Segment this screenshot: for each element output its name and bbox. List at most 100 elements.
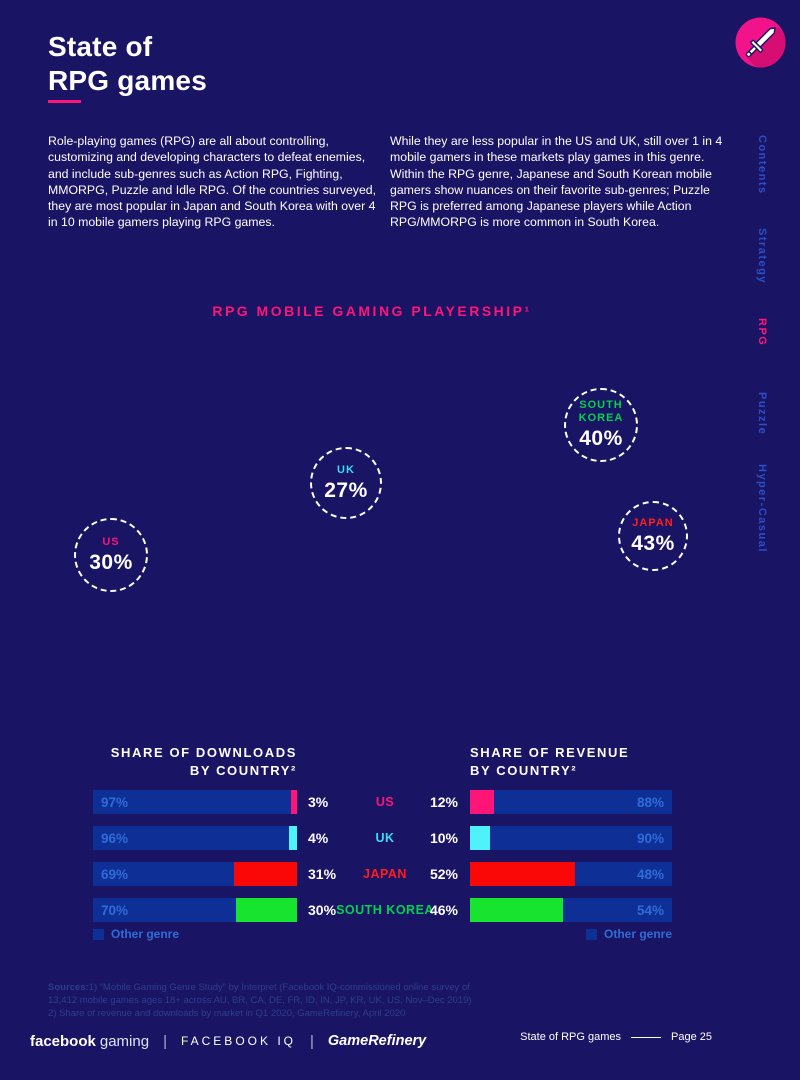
sidebar-item-rpg[interactable]: RPG xyxy=(756,318,768,347)
downloads-other-genre-segment: 96% xyxy=(93,826,289,850)
downloads-rpg-pct: 3% xyxy=(308,794,329,810)
downloads-rpg-segment xyxy=(290,790,297,814)
sources-label: Sources: xyxy=(48,982,89,993)
facebook-gaming-logo: facebook gaming xyxy=(30,1033,149,1050)
footer-divider: | xyxy=(163,1032,167,1050)
revenue-other-genre-segment: 54% xyxy=(562,898,672,922)
intro-paragraph-left: Role-playing games (RPG) are all about c… xyxy=(48,134,377,230)
revenue-other-genre-pct: 54% xyxy=(636,902,664,918)
downloads-chart-title-line1: SHARE OF DOWNLOADS xyxy=(110,745,297,760)
bubble-country-label: UK xyxy=(337,463,355,476)
bubble-country-label: SOUTH KOREA xyxy=(578,399,624,424)
downloads-other-genre-pct: 97% xyxy=(101,794,129,810)
revenue-rpg-pct: 10% xyxy=(429,830,458,846)
playership-bubble-japan: JAPAN 43% xyxy=(618,501,688,571)
country-bar-row-japan: 69% 31% JAPAN 52% 48% xyxy=(93,862,672,886)
downloads-bar: 69% xyxy=(93,862,297,886)
playership-chart-title: RPG MOBILE GAMING PLAYERSHIP¹ xyxy=(212,303,532,319)
revenue-bar: 88% xyxy=(470,790,672,814)
country-bar-row-uk: 96% 4% UK 10% 90% xyxy=(93,826,672,850)
gaming-logo-text: gaming xyxy=(99,1032,150,1050)
footer-page-label: State of RPG games xyxy=(520,1031,622,1043)
downloads-rpg-segment xyxy=(235,898,297,922)
downloads-other-genre-segment: 70% xyxy=(93,898,236,922)
legend-swatch-other-genre xyxy=(93,928,104,940)
intro-paragraph-right: While they are less popular in the US an… xyxy=(390,134,723,230)
sources-line1: Sources:1) “Mobile Gaming Genre Study” b… xyxy=(48,981,496,1007)
sources-line2: 2) Share of revenue and downloads by mar… xyxy=(48,1008,406,1019)
downloads-other-genre-pct: 70% xyxy=(101,902,129,918)
downloads-rpg-pct: 30% xyxy=(308,902,337,918)
downloads-other-genre-pct: 69% xyxy=(101,866,129,882)
revenue-other-genre-segment: 48% xyxy=(575,862,672,886)
downloads-rpg-pct: 31% xyxy=(308,866,337,882)
revenue-other-genre-segment: 88% xyxy=(494,790,672,814)
revenue-other-genre-pct: 88% xyxy=(636,794,664,810)
bubble-value: 27% xyxy=(324,478,368,502)
downloads-bar: 97% xyxy=(93,790,297,814)
sidebar-item-hyper-casual[interactable]: Hyper-Casual xyxy=(756,464,768,553)
sword-icon xyxy=(734,16,787,69)
legend-label: Other genre xyxy=(111,927,180,941)
playership-bubble-us: US 30% xyxy=(74,518,148,592)
playership-bubble-south-korea: SOUTH KOREA 40% xyxy=(564,388,638,462)
country-bar-row-south-korea: 70% 30% SOUTH KOREA 46% 54% xyxy=(93,898,672,922)
revenue-legend: Other genre xyxy=(470,927,672,941)
footer-page-number: Page 25 xyxy=(671,1031,712,1043)
revenue-other-genre-pct: 90% xyxy=(636,830,664,846)
downloads-other-genre-segment: 97% xyxy=(93,790,291,814)
revenue-bar: 54% xyxy=(470,898,672,922)
page-title-line1: State of xyxy=(48,31,153,62)
sources-note: Sources:1) “Mobile Gaming Genre Study” b… xyxy=(48,981,496,1020)
sidebar-item-strategy[interactable]: Strategy xyxy=(756,228,768,285)
facebook-logo-text: facebook xyxy=(30,1032,96,1050)
footer-divider: | xyxy=(310,1032,314,1050)
sources-text1: 1) “Mobile Gaming Genre Study” by Interp… xyxy=(48,982,472,1006)
revenue-rpg-pct: 46% xyxy=(429,902,458,918)
country-label-japan: JAPAN xyxy=(363,867,407,881)
revenue-rpg-pct: 52% xyxy=(429,866,458,882)
revenue-bar: 48% xyxy=(470,862,672,886)
sidebar-item-puzzle[interactable]: Puzzle xyxy=(756,392,768,436)
footer-pagination: State of RPG games Page 25 xyxy=(520,1031,712,1043)
country-bar-row-us: 97% 3% US 12% 88% xyxy=(93,790,672,814)
page-title-line2: RPG games xyxy=(48,65,207,96)
title-accent-underline xyxy=(48,100,81,103)
revenue-other-genre-pct: 48% xyxy=(636,866,664,882)
downloads-legend: Other genre xyxy=(93,927,179,941)
bubble-country-label: JAPAN xyxy=(632,516,674,529)
footer-logos: facebook gaming | FACEBOOK IQ | GameRefi… xyxy=(30,1029,426,1053)
sidebar-item-contents[interactable]: Contents xyxy=(756,135,768,195)
gamerefinery-logo: GameRefinery xyxy=(327,1033,427,1049)
revenue-chart-title: SHARE OF REVENUE BY COUNTRY² xyxy=(470,744,710,779)
legend-swatch-other-genre xyxy=(585,928,597,940)
revenue-rpg-segment xyxy=(470,898,563,922)
bubble-country-label: US xyxy=(102,535,120,548)
downloads-chart-title-line2: BY COUNTRY² xyxy=(189,762,297,778)
legend-label: Other genre xyxy=(603,927,672,941)
bubble-value: 40% xyxy=(579,427,623,450)
downloads-bar: 96% xyxy=(93,826,297,850)
revenue-other-genre-segment: 90% xyxy=(490,826,672,850)
bubble-value: 30% xyxy=(89,550,133,574)
downloads-rpg-pct: 4% xyxy=(308,830,329,846)
bubble-value: 43% xyxy=(631,531,675,555)
playership-bubble-uk: UK 27% xyxy=(310,447,382,519)
revenue-rpg-segment xyxy=(470,790,495,814)
facebook-iq-logo: FACEBOOK IQ xyxy=(180,1034,296,1048)
footer-dash-line xyxy=(631,1036,662,1038)
downloads-rpg-segment xyxy=(288,826,297,850)
revenue-rpg-pct: 12% xyxy=(429,794,458,810)
downloads-other-genre-pct: 96% xyxy=(101,830,129,846)
downloads-other-genre-segment: 69% xyxy=(93,862,234,886)
downloads-chart-title: SHARE OF DOWNLOADS BY COUNTRY² xyxy=(93,744,297,779)
country-bar-rows: 97% 3% US 12% 88% 96% 4% UK 10% 90% 69% 31% JAPAN 52%… xyxy=(93,790,672,934)
revenue-chart-title-line1: SHARE OF REVENUE xyxy=(470,745,630,760)
page-title: State of RPG games xyxy=(48,30,207,98)
revenue-chart-title-line2: BY COUNTRY² xyxy=(470,762,578,778)
country-label-south-korea: SOUTH KOREA xyxy=(336,903,434,917)
revenue-bar: 90% xyxy=(470,826,672,850)
revenue-rpg-segment xyxy=(470,826,491,850)
country-label-us: US xyxy=(375,795,395,809)
